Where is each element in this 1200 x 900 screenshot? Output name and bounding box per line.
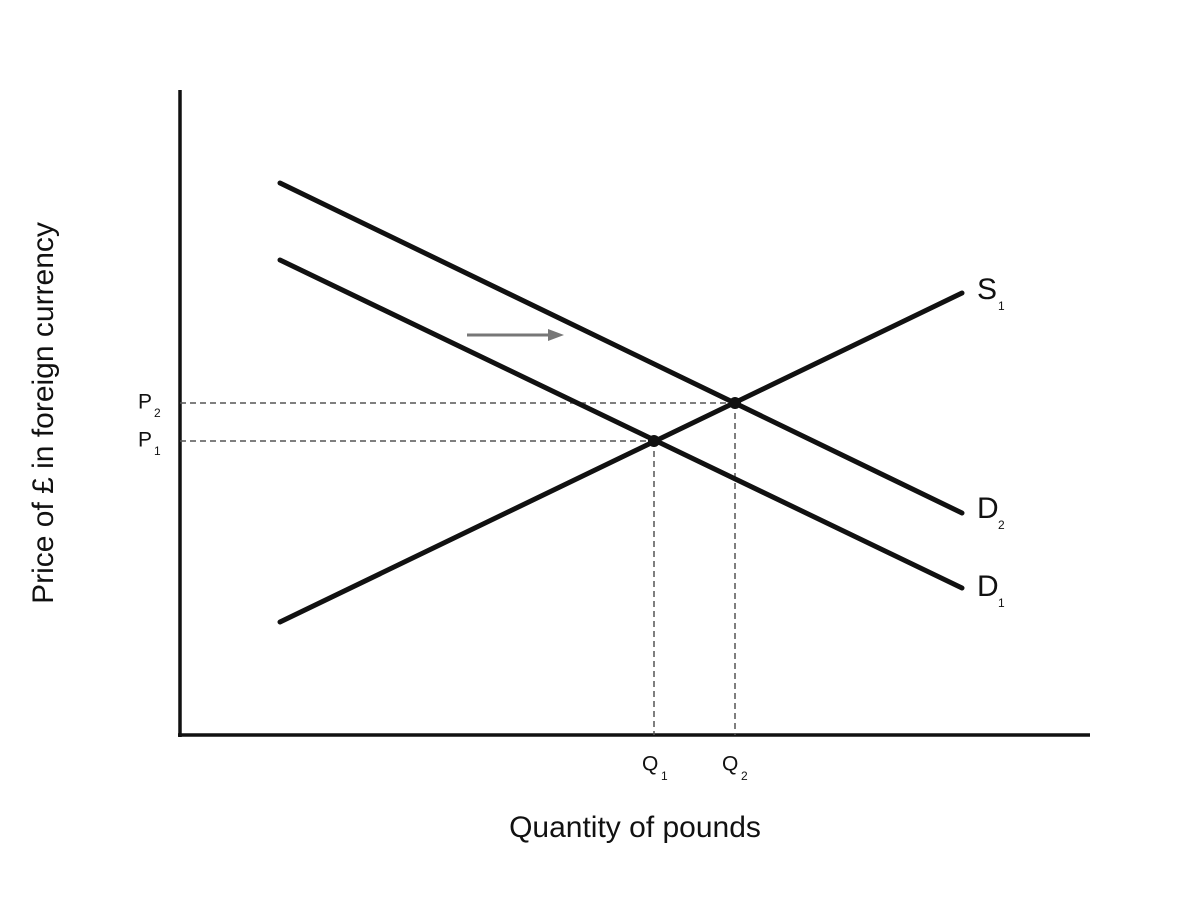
price-label: P [138,391,152,414]
price-subscript: 1 [154,444,161,458]
quantity-label: Q [722,753,738,776]
curve-subscript: 1 [998,299,1005,313]
curve-label: D [977,492,999,525]
shift-arrow-head [548,329,564,341]
x-axis-label: Quantity of pounds [509,811,761,844]
quantity-subscript: 2 [741,769,748,783]
curve-label: S [977,273,997,306]
price-subscript: 2 [154,406,161,420]
curve-subscript: 1 [998,596,1005,610]
equilibrium-point [729,397,741,409]
quantity-subscript: 1 [661,769,668,783]
guide-lines [180,402,736,735]
price-label: P [138,429,152,452]
demand-curve-2 [277,180,965,516]
curve-label: D [977,570,999,603]
curve-subscript: 2 [998,518,1005,532]
supply-curve [277,290,965,625]
demand-curve-1 [277,257,965,591]
quantity-label: Q [642,753,658,776]
y-axis-label: Price of £ in foreign currency [27,222,60,604]
equilibrium-point [648,435,660,447]
